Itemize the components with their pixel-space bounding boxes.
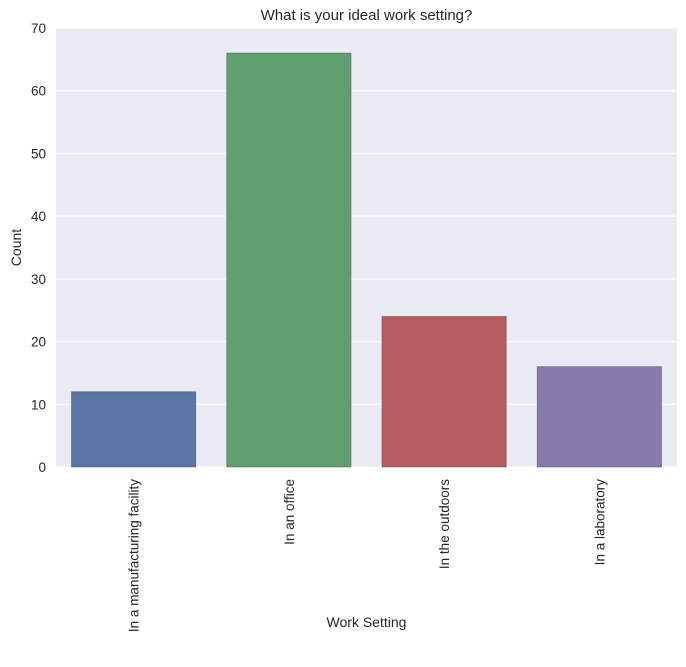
bar [381, 316, 507, 468]
x-tick-label: In the outdoors [437, 479, 452, 569]
y-tick-label: 60 [31, 84, 46, 99]
bars [71, 52, 662, 468]
bar [71, 391, 197, 468]
y-tick-label: 10 [31, 397, 46, 412]
x-tick-labels: In a manufacturing facility In an office I… [127, 479, 608, 632]
x-axis-label: Work Setting [327, 614, 407, 630]
y-tick-label: 70 [31, 21, 46, 36]
y-tick-label: 30 [31, 272, 46, 287]
bar [536, 366, 662, 468]
y-axis-label: Count [8, 229, 24, 266]
y-tick-labels: 0 10 20 30 40 50 60 70 [31, 21, 46, 475]
y-tick-label: 40 [31, 209, 46, 224]
x-tick-label: In an office [282, 479, 297, 545]
y-tick-label: 0 [38, 460, 46, 475]
x-tick-label: In a manufacturing facility [127, 479, 142, 632]
bar [226, 52, 352, 468]
y-tick-label: 20 [31, 335, 46, 350]
chart-title: What is your ideal work setting? [261, 7, 473, 24]
x-tick-label: In a laboratory [592, 479, 607, 566]
y-tick-label: 50 [31, 146, 46, 161]
